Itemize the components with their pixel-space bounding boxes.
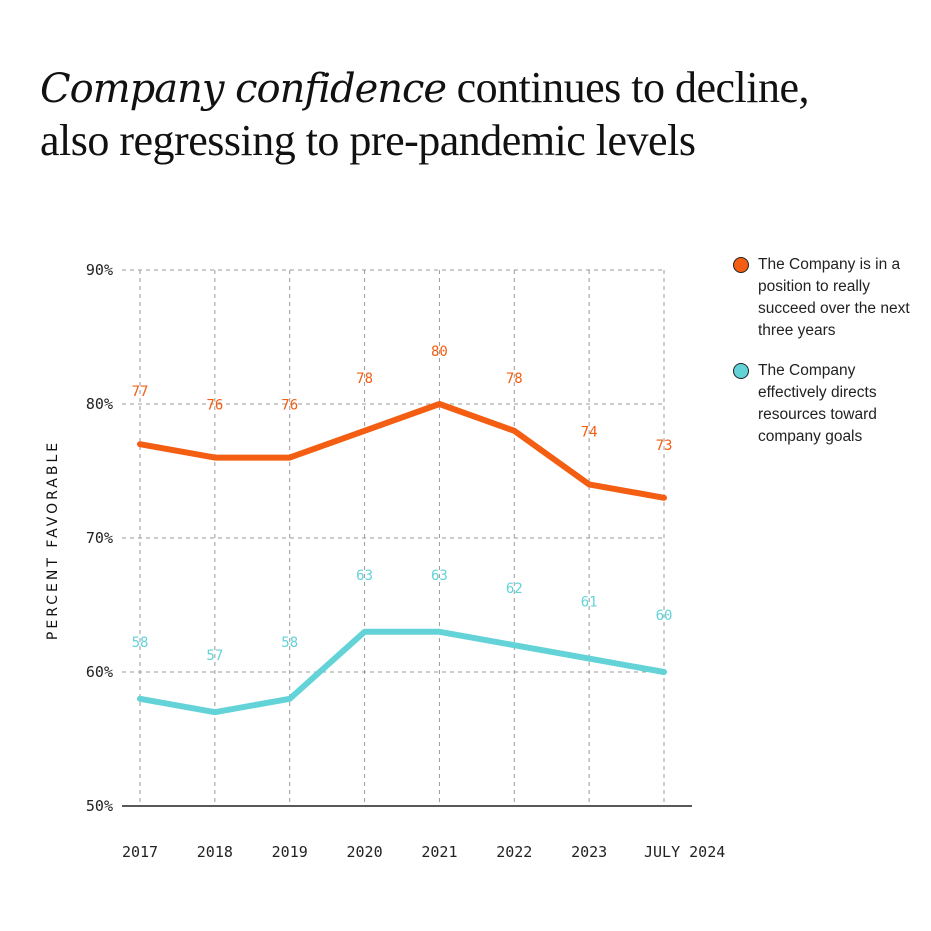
series-line-1 — [137, 628, 667, 716]
legend-item-resources: The Company effectively directs resource… — [733, 360, 923, 448]
chart-title: Company confidence continues to decline,… — [40, 62, 900, 167]
series-line-0 — [137, 401, 667, 501]
x-tick-label: 2021 — [421, 843, 457, 861]
data-labels: 77 76 76 78 80 78 74 73 58 57 58 63 63 62 61 60 — [132, 344, 673, 664]
series-lines — [137, 401, 667, 716]
title-accent: Company confidence — [40, 66, 447, 112]
data-label: 76 — [281, 398, 298, 414]
legend-label: The Company effectively directs resource… — [758, 362, 877, 445]
y-tick-label: 90% — [86, 261, 113, 279]
title-line2: also regressing to pre-pandemic levels — [40, 116, 696, 165]
x-tick-label: 2020 — [347, 843, 383, 861]
legend-marker-teal — [733, 363, 749, 379]
data-label: 80 — [431, 344, 448, 360]
x-tick-label: 2023 — [571, 843, 607, 861]
data-label: 61 — [581, 595, 598, 611]
y-tick-label: 70% — [86, 529, 113, 547]
y-tick-label: 50% — [86, 797, 113, 815]
y-tick-label: 60% — [86, 663, 113, 681]
grid-lines — [122, 269, 665, 806]
x-tick-label: JULY 2024 — [644, 843, 725, 861]
y-tick-label: 80% — [86, 395, 113, 413]
legend: The Company is in a position to really s… — [733, 254, 923, 466]
legend-item-succeed: The Company is in a position to really s… — [733, 254, 923, 342]
data-label: 58 — [281, 635, 298, 651]
data-label: 78 — [506, 371, 523, 387]
y-axis-label: PERCENT FAVORABLE — [45, 440, 61, 640]
data-label: 57 — [206, 648, 223, 664]
data-label: 63 — [356, 568, 373, 584]
data-label: 60 — [656, 608, 673, 624]
x-tick-label: 2019 — [272, 843, 308, 861]
x-tick-label: 2017 — [122, 843, 158, 861]
x-tick-label: 2022 — [496, 843, 532, 861]
data-label: 63 — [431, 568, 448, 584]
data-label: 78 — [356, 371, 373, 387]
data-label: 58 — [132, 635, 149, 651]
title-line1: continues to decline, — [446, 63, 810, 112]
data-label: 76 — [206, 398, 223, 414]
data-label: 73 — [656, 438, 673, 454]
data-label: 77 — [132, 384, 149, 400]
data-label: 62 — [506, 581, 523, 597]
axes: 50% 60% 70% 80% 90% 2017 2018 2019 2020 2021 2022 2… — [86, 261, 725, 861]
x-tick-label: 2018 — [197, 843, 233, 861]
legend-marker-orange — [733, 257, 749, 273]
legend-label: The Company is in a position to really s… — [758, 256, 910, 339]
data-label: 74 — [581, 424, 598, 440]
